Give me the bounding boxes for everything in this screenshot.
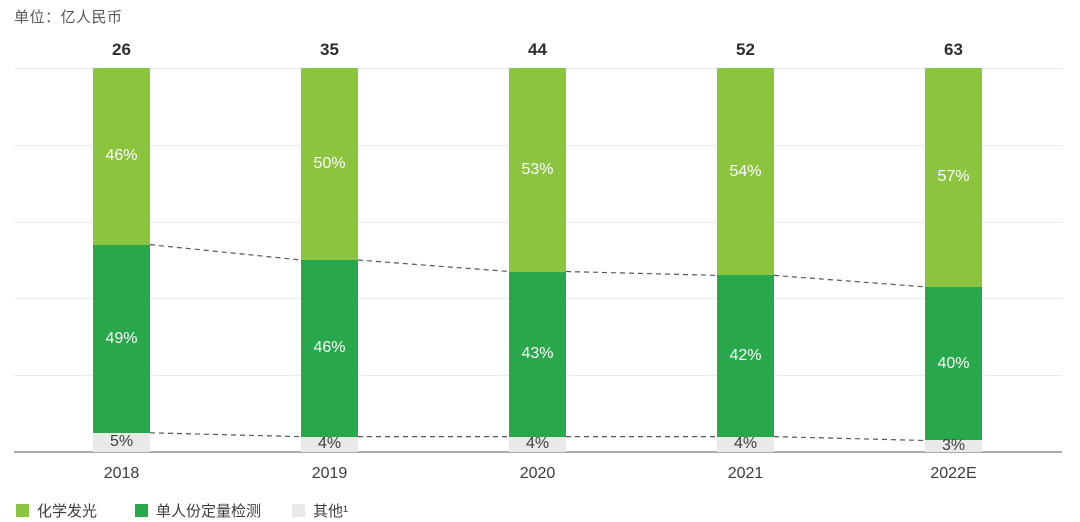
bar-segment: 40% bbox=[925, 286, 982, 441]
bar-2018: 46% 49% 5% bbox=[93, 68, 150, 452]
segment-value-label: 49% bbox=[105, 329, 138, 347]
legend-item-3: 其他¹ bbox=[292, 500, 348, 521]
bar-segment: 43% bbox=[509, 271, 566, 437]
x-axis-line bbox=[14, 451, 1062, 453]
x-axis-label: 2022E bbox=[930, 465, 977, 482]
unit-label: 单位：亿人民币 bbox=[14, 9, 123, 26]
dashed-connector bbox=[149, 244, 302, 261]
dashed-connector bbox=[357, 259, 510, 273]
legend-label: 单人份定量检测 bbox=[156, 503, 262, 520]
legend-label: 化学发光 bbox=[37, 503, 98, 520]
bar-segment: 53% bbox=[509, 68, 566, 272]
bar-segment: 4% bbox=[301, 435, 358, 453]
bar-segment: 46% bbox=[301, 260, 358, 437]
bar-segment: 4% bbox=[717, 435, 774, 453]
legend-item-2: 单人份定量检测 bbox=[135, 500, 261, 521]
legend-swatch bbox=[292, 504, 305, 517]
legend-swatch bbox=[135, 504, 148, 517]
dashed-connector bbox=[773, 436, 926, 442]
bar-segment: 49% bbox=[93, 244, 150, 433]
bar-segment: 42% bbox=[717, 275, 774, 437]
segment-value-label: 53% bbox=[521, 160, 554, 178]
bar-total-label: 26 bbox=[112, 40, 131, 59]
segment-value-label: 57% bbox=[937, 168, 970, 186]
dashed-connector bbox=[773, 274, 926, 288]
bar-2021: 54% 42% 4% bbox=[717, 68, 774, 452]
segment-value-label: 4% bbox=[317, 435, 342, 453]
segment-value-label: 4% bbox=[525, 435, 550, 453]
segment-value-label: 46% bbox=[105, 147, 138, 165]
x-axis-label: 2021 bbox=[727, 465, 764, 482]
segment-value-label: 3% bbox=[941, 437, 966, 455]
x-axis-label: 2018 bbox=[103, 465, 140, 482]
bar-segment: 4% bbox=[509, 435, 566, 453]
legend-swatch bbox=[16, 504, 29, 517]
bar-segment: 3% bbox=[925, 437, 982, 455]
x-axis-label: 2019 bbox=[311, 465, 348, 482]
segment-value-label: 50% bbox=[313, 155, 346, 172]
segment-value-label: 5% bbox=[109, 433, 134, 451]
segment-value-label: 4% bbox=[733, 435, 758, 453]
bar-total-label: 35 bbox=[320, 40, 339, 59]
segment-value-label: 46% bbox=[313, 339, 346, 357]
bar-segment: 5% bbox=[93, 432, 150, 452]
x-axis-label: 2020 bbox=[519, 465, 556, 482]
segment-value-label: 42% bbox=[729, 346, 762, 364]
dashed-connector bbox=[565, 270, 718, 276]
legend-item-1: 化学发光 bbox=[16, 500, 97, 521]
plot-area: 46% 49% 5% 26 50% 46% 4% 35 53% 43% 4% 44 54% 42% 4% 52… bbox=[14, 40, 1062, 455]
bar-2022E: 57% 40% 3% bbox=[925, 68, 982, 455]
bar-segment: 57% bbox=[925, 68, 982, 287]
bar-total-label: 52 bbox=[736, 40, 755, 59]
bar-total-label: 63 bbox=[944, 40, 963, 59]
bar-2020: 53% 43% 4% bbox=[509, 68, 566, 452]
legend-label: 其他¹ bbox=[313, 503, 348, 520]
bar-segment: 50% bbox=[301, 68, 358, 260]
bar-2019: 50% 46% 4% bbox=[301, 68, 358, 452]
segment-value-label: 54% bbox=[729, 162, 762, 180]
bar-segment: 54% bbox=[717, 68, 774, 276]
x-axis-labels: 2018 2019 2020 2021 2022E bbox=[0, 465, 1080, 485]
bar-segment: 46% bbox=[93, 68, 150, 245]
legend: 化学发光 单人份定量检测 其他¹ bbox=[0, 500, 1080, 521]
segment-value-label: 43% bbox=[521, 345, 554, 363]
segment-value-label: 40% bbox=[937, 354, 970, 372]
dashed-connector bbox=[149, 432, 302, 438]
bar-total-label: 44 bbox=[528, 40, 547, 59]
